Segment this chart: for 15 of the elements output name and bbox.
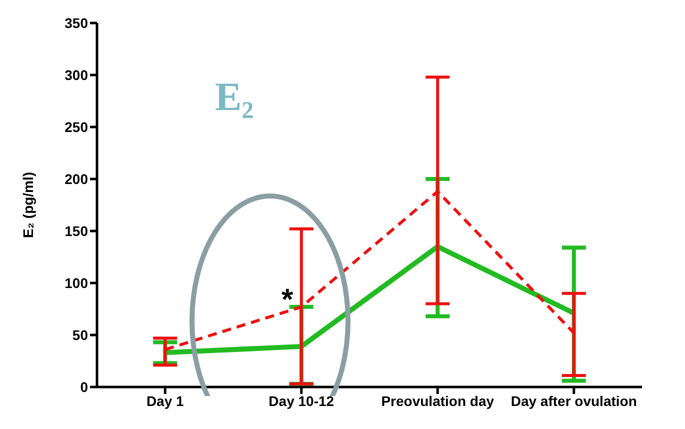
y-axis-title: E₂ (pg/ml) bbox=[20, 172, 36, 238]
y-tick-label: 200 bbox=[64, 170, 88, 187]
y-tick-label: 0 bbox=[80, 378, 88, 395]
annotation: * bbox=[282, 283, 294, 316]
y-tick-label: 50 bbox=[72, 326, 88, 343]
x-tick-label: Day 1 bbox=[146, 392, 184, 409]
text: E₂ bbox=[215, 74, 254, 119]
x-tick-label: Preovulation day bbox=[381, 392, 494, 409]
y-tick-label: 300 bbox=[64, 66, 88, 83]
y-tick-label: 250 bbox=[64, 118, 88, 135]
y-tick-label: 350 bbox=[64, 14, 88, 31]
x-tick-label: Day 10-12 bbox=[268, 392, 334, 409]
y-tick-label: 100 bbox=[64, 274, 88, 291]
x-tick-label: Day after ovulation bbox=[510, 392, 637, 409]
y-tick-label: 150 bbox=[64, 222, 88, 239]
